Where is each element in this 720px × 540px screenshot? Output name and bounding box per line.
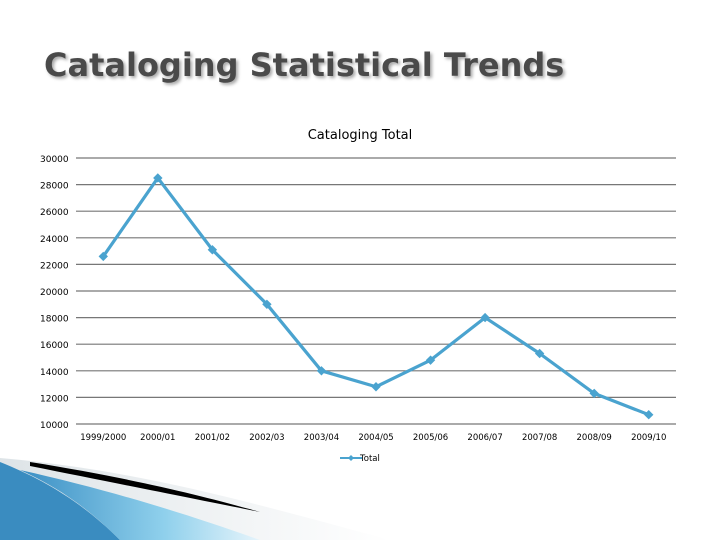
data-point: [316, 366, 327, 376]
y-tick-label: 26000: [40, 208, 69, 218]
x-tick-label: 2009/10: [631, 433, 666, 443]
data-point: [534, 348, 545, 359]
data-point: [425, 355, 436, 365]
data-point: [262, 299, 272, 310]
data-point: [153, 173, 163, 183]
data-point: [371, 382, 381, 392]
x-tick-label: 2007/08: [522, 433, 557, 443]
y-tick-label: 30000: [40, 155, 69, 165]
y-tick-label: 20000: [40, 288, 69, 298]
y-tick-label: 22000: [40, 261, 69, 271]
x-tick-label: 2008/09: [577, 433, 612, 443]
x-tick-label: 2002/03: [249, 433, 284, 443]
y-tick-label: 24000: [40, 235, 69, 245]
data-point: [480, 312, 490, 323]
y-tick-label: 28000: [40, 182, 69, 192]
x-tick-label: 2006/07: [467, 433, 502, 443]
chart-title: Cataloging Total: [308, 128, 413, 143]
legend-label: Total: [359, 454, 380, 464]
data-point: [589, 388, 599, 399]
y-tick-label: 14000: [40, 368, 69, 378]
legend-marker: [348, 455, 354, 461]
slide-title: Cataloging Statistical Trends: [44, 46, 565, 84]
x-tick-label: 2001/02: [195, 433, 230, 443]
x-tick-label: 2003/04: [304, 433, 339, 443]
x-tick-label: 2005/06: [413, 433, 448, 443]
y-tick-label: 16000: [40, 341, 69, 351]
x-tick-label: 2004/05: [358, 433, 393, 443]
y-tick-label: 12000: [40, 394, 69, 404]
y-tick-label: 10000: [40, 421, 69, 431]
legend: Total: [340, 454, 380, 464]
data-point: [98, 251, 108, 262]
y-tick-label: 18000: [40, 315, 69, 325]
data-point: [644, 409, 654, 420]
x-tick-label: 1999/2000: [80, 433, 126, 443]
data-point: [207, 245, 218, 255]
x-tick-label: 2000/01: [140, 433, 175, 443]
